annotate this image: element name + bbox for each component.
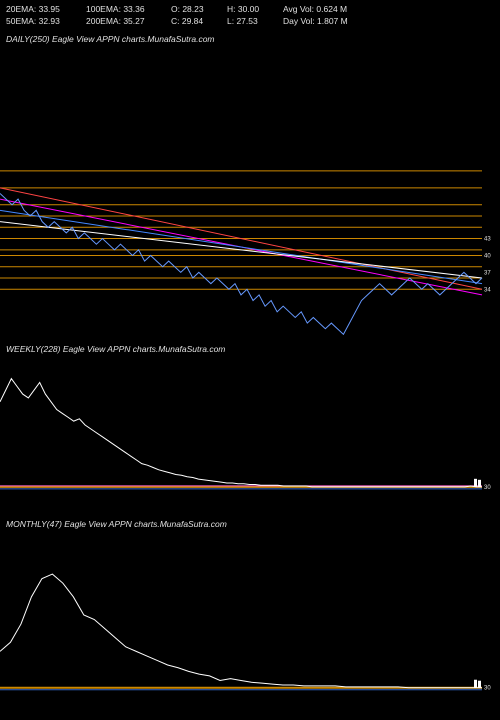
panel-title-daily: DAILY(250) Eagle View APPN charts.Munafa… xyxy=(6,34,215,44)
stat-l: L: 27.53 xyxy=(227,16,283,28)
panel-title-monthly: MONTHLY(47) Eagle View APPN charts.Munaf… xyxy=(6,519,227,529)
stat-avg vol: Avg Vol: 0.624 M xyxy=(283,4,383,16)
panel-title-weekly: WEEKLY(228) Eagle View APPN charts.Munaf… xyxy=(6,344,225,354)
stat-20ema: 20EMA: 33.95 xyxy=(6,4,86,16)
chart-svg-monthly: 30 xyxy=(0,515,500,715)
stat-100ema: 100EMA: 33.36 xyxy=(86,4,171,16)
stat-o: O: 28.23 xyxy=(171,4,227,16)
stat-200ema: 200EMA: 35.27 xyxy=(86,16,171,28)
chart-panel-weekly: WEEKLY(228) Eagle View APPN charts.Munaf… xyxy=(0,340,500,510)
header-row-1: 20EMA: 33.95100EMA: 33.36O: 28.23H: 30.0… xyxy=(6,4,494,16)
stat-c: C: 29.84 xyxy=(171,16,227,28)
svg-text:37: 37 xyxy=(484,270,491,276)
svg-text:43: 43 xyxy=(484,237,491,243)
chart-svg-daily: 43 40 37 34 xyxy=(0,30,500,340)
svg-text:30: 30 xyxy=(484,686,491,692)
header-row-2: 50EMA: 32.93200EMA: 35.27C: 29.84L: 27.5… xyxy=(6,16,494,28)
svg-text:40: 40 xyxy=(484,253,491,259)
svg-text:34: 34 xyxy=(484,287,491,293)
stat-day vol: Day Vol: 1.807 M xyxy=(283,16,383,28)
chart-panel-daily: DAILY(250) Eagle View APPN charts.Munafa… xyxy=(0,30,500,340)
svg-text:30: 30 xyxy=(484,485,491,491)
chart-svg-weekly: 30 xyxy=(0,340,500,510)
chart-panel-monthly: MONTHLY(47) Eagle View APPN charts.Munaf… xyxy=(0,515,500,715)
header-stats: 20EMA: 33.95100EMA: 33.36O: 28.23H: 30.0… xyxy=(0,0,500,32)
stat-h: H: 30.00 xyxy=(227,4,283,16)
stat-50ema: 50EMA: 32.93 xyxy=(6,16,86,28)
